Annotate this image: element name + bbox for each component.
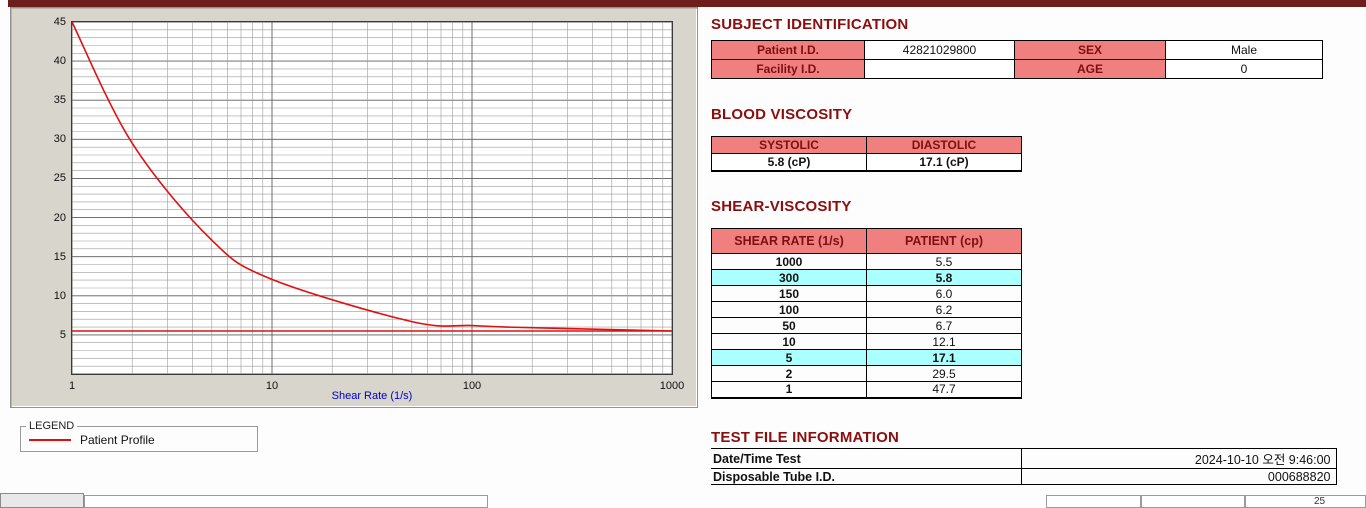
legend-box: LEGEND Patient Profile bbox=[20, 420, 258, 452]
y-tick-label: 30 bbox=[53, 133, 66, 146]
diastolic-value: 17.1 (cP) bbox=[866, 153, 1022, 171]
y-tick-label: 25 bbox=[53, 172, 66, 185]
table-row[interactable]: 5 17.1 bbox=[711, 349, 1022, 366]
datetime-value: 2024-10-10 오전 9:46:00 bbox=[1020, 448, 1337, 469]
table-row: Date/Time Test 2024-10-10 오전 9:46:00 bbox=[711, 448, 1337, 469]
y-tick-label: 40 bbox=[53, 55, 66, 68]
patient-id-value: 42821029800 bbox=[864, 40, 1015, 60]
patient-value-cell: 5.5 bbox=[866, 253, 1022, 270]
bottom-left-button[interactable] bbox=[0, 493, 84, 508]
tube-id-value: 000688820 bbox=[1020, 468, 1337, 485]
table-header-row: SHEAR RATE (1/s) PATIENT (cp) bbox=[711, 228, 1022, 254]
subject-identification-table: Patient I.D. 42821029800 SEX Male Facili… bbox=[711, 40, 1323, 79]
patient-value-cell: 6.2 bbox=[866, 301, 1022, 318]
table-row: Disposable Tube I.D. 000688820 bbox=[711, 468, 1337, 485]
table-row[interactable]: 50 6.7 bbox=[711, 317, 1022, 334]
patient-cp-header: PATIENT (cp) bbox=[866, 228, 1022, 254]
shear-viscosity-plot: 5 10 15 20 25 30 35 40 45 1 10 100 1000 bbox=[54, 16, 684, 392]
table-row[interactable]: 100 6.2 bbox=[711, 301, 1022, 318]
bottom-panel-1[interactable] bbox=[1046, 495, 1141, 508]
age-value: 0 bbox=[1165, 59, 1323, 79]
shear-rate-cell: 5 bbox=[711, 349, 867, 366]
shear-rate-cell: 10 bbox=[711, 333, 867, 350]
test-file-info-table: Date/Time Test 2024-10-10 오전 9:46:00 Dis… bbox=[711, 448, 1337, 485]
shear-rate-cell: 150 bbox=[711, 285, 867, 302]
shear-rate-cell: 50 bbox=[711, 317, 867, 334]
table-row: 5.8 (cP) 17.1 (cP) bbox=[711, 153, 1022, 171]
section-title-shear: SHEAR-VISCOSITY bbox=[711, 198, 852, 215]
patient-id-label: Patient I.D. bbox=[711, 40, 865, 60]
patient-value-cell: 47.7 bbox=[866, 381, 1022, 398]
diastolic-header: DIASTOLIC bbox=[866, 136, 1022, 154]
patient-value-cell: 6.7 bbox=[866, 317, 1022, 334]
table-row[interactable]: 150 6.0 bbox=[711, 285, 1022, 302]
blood-viscosity-table: SYSTOLIC DIASTOLIC 5.8 (cP) 17.1 (cP) bbox=[711, 136, 1022, 172]
x-tick-label: 10 bbox=[265, 380, 279, 392]
patient-value-cell: 12.1 bbox=[866, 333, 1022, 350]
table-row: Patient I.D. 42821029800 SEX Male bbox=[711, 40, 1323, 60]
facility-id-value bbox=[864, 59, 1015, 79]
table-row[interactable]: 1 47.7 bbox=[711, 381, 1022, 398]
plot-canvas bbox=[72, 22, 672, 374]
table-row[interactable]: 10 12.1 bbox=[711, 333, 1022, 350]
section-title-blood: BLOOD VISCOSITY bbox=[711, 106, 853, 123]
x-axis-title: Shear Rate (1/s) bbox=[331, 390, 413, 402]
datetime-label: Date/Time Test bbox=[711, 448, 1021, 469]
shear-rate-header: SHEAR RATE (1/s) bbox=[711, 228, 867, 254]
page-indicator: 25 bbox=[1314, 496, 1326, 507]
x-tick-label: 100 bbox=[462, 380, 482, 392]
y-tick-label: 45 bbox=[53, 16, 66, 28]
shear-rate-cell: 100 bbox=[711, 301, 867, 318]
y-tick-label: 35 bbox=[53, 94, 66, 107]
legend-entry-label: Patient Profile bbox=[80, 433, 155, 447]
section-title-testfile: TEST FILE INFORMATION bbox=[711, 429, 900, 446]
title-bar-strip bbox=[8, 0, 1366, 7]
y-tick-label: 15 bbox=[53, 250, 66, 263]
legend-title: LEGEND bbox=[29, 420, 75, 432]
sex-label: SEX bbox=[1014, 40, 1166, 60]
shear-rate-cell: 300 bbox=[711, 269, 867, 286]
bottom-panel-3: 25 bbox=[1245, 495, 1366, 508]
table-row[interactable]: 2 29.5 bbox=[711, 365, 1022, 382]
systolic-header: SYSTOLIC bbox=[711, 136, 867, 154]
systolic-value: 5.8 (cP) bbox=[711, 153, 867, 171]
sex-value: Male bbox=[1165, 40, 1323, 60]
x-tick-label: 1 bbox=[68, 380, 76, 392]
y-tick-label: 5 bbox=[59, 328, 66, 341]
bottom-panel-2[interactable] bbox=[1141, 495, 1245, 508]
table-row[interactable]: 1000 5.5 bbox=[711, 253, 1022, 270]
shear-rate-cell: 2 bbox=[711, 365, 867, 382]
legend-line-sample bbox=[29, 439, 71, 441]
patient-value-cell: 17.1 bbox=[866, 349, 1022, 366]
table-row: Facility I.D. AGE 0 bbox=[711, 59, 1323, 79]
table-row: SYSTOLIC DIASTOLIC bbox=[711, 136, 1022, 154]
section-title-subject: SUBJECT IDENTIFICATION bbox=[711, 16, 909, 33]
shear-viscosity-table: SHEAR RATE (1/s) PATIENT (cp) 1000 5.5 3… bbox=[711, 228, 1022, 399]
patient-value-cell: 29.5 bbox=[866, 365, 1022, 382]
patient-value-cell: 5.8 bbox=[866, 269, 1022, 286]
y-tick-label: 10 bbox=[53, 289, 66, 302]
tube-id-label: Disposable Tube I.D. bbox=[711, 468, 1021, 485]
shear-rate-cell: 1 bbox=[711, 381, 867, 398]
x-tick-label: 1000 bbox=[659, 380, 685, 392]
patient-value-cell: 6.0 bbox=[866, 285, 1022, 302]
y-tick-label: 20 bbox=[53, 211, 66, 224]
age-label: AGE bbox=[1014, 59, 1166, 79]
facility-id-label: Facility I.D. bbox=[711, 59, 865, 79]
bottom-status-panel bbox=[84, 495, 488, 508]
table-row[interactable]: 300 5.8 bbox=[711, 269, 1022, 286]
shear-rate-cell: 1000 bbox=[711, 253, 867, 270]
